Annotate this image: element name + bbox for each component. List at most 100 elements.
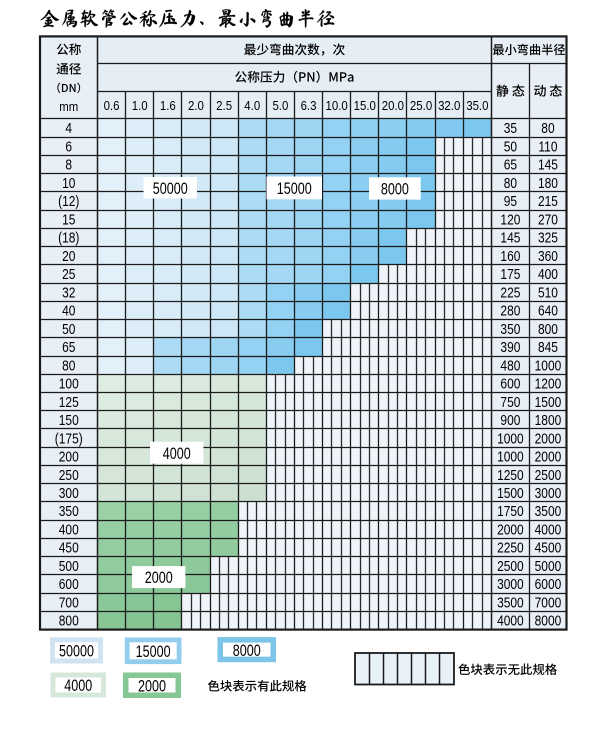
svg-text:2250: 2250 [497, 540, 524, 556]
svg-text:120: 120 [500, 211, 520, 227]
svg-text:350: 350 [59, 503, 79, 519]
svg-text:2000: 2000 [145, 568, 173, 587]
svg-text:1800: 1800 [535, 412, 562, 428]
svg-text:270: 270 [538, 211, 558, 227]
svg-text:2500: 2500 [497, 558, 524, 574]
svg-text:15000: 15000 [136, 642, 171, 661]
svg-text:6.3: 6.3 [301, 98, 317, 113]
svg-text:25.0: 25.0 [410, 98, 432, 113]
svg-text:5.0: 5.0 [272, 98, 288, 113]
svg-text:10: 10 [62, 175, 75, 191]
svg-text:80: 80 [504, 175, 517, 191]
svg-text:500: 500 [59, 558, 79, 574]
svg-text:25: 25 [62, 266, 75, 282]
svg-text:175: 175 [500, 266, 520, 282]
svg-text:200: 200 [59, 448, 79, 464]
svg-text:2000: 2000 [535, 430, 562, 446]
svg-text:250: 250 [59, 467, 79, 483]
svg-text:8: 8 [65, 157, 72, 173]
svg-text:35.0: 35.0 [466, 98, 488, 113]
svg-text:3000: 3000 [497, 576, 524, 592]
svg-text:215: 215 [538, 193, 558, 209]
svg-text:1000: 1000 [535, 357, 562, 373]
svg-text:1250: 1250 [497, 467, 524, 483]
svg-text:mm: mm [59, 99, 78, 114]
svg-text:280: 280 [500, 302, 520, 318]
svg-text:50: 50 [62, 321, 75, 337]
svg-text:600: 600 [59, 576, 79, 592]
svg-text:145: 145 [500, 230, 520, 246]
svg-text:35: 35 [504, 120, 517, 136]
svg-text:8000: 8000 [381, 180, 409, 199]
svg-text:150: 150 [59, 412, 79, 428]
svg-text:510: 510 [538, 284, 558, 300]
svg-text:1500: 1500 [535, 394, 562, 410]
svg-text:1200: 1200 [535, 375, 562, 391]
svg-text:800: 800 [59, 613, 79, 629]
svg-text:1.0: 1.0 [132, 98, 148, 113]
svg-text:4000: 4000 [64, 676, 92, 695]
svg-text:4000: 4000 [163, 444, 191, 463]
svg-text:300: 300 [59, 485, 79, 501]
svg-text:450: 450 [59, 540, 79, 556]
svg-text:50000: 50000 [153, 179, 188, 198]
svg-text:5000: 5000 [535, 558, 562, 574]
svg-text:15: 15 [62, 211, 75, 227]
svg-text:4.0: 4.0 [244, 98, 260, 113]
svg-text:8000: 8000 [233, 641, 261, 660]
svg-text:40: 40 [62, 302, 75, 318]
svg-text:4: 4 [65, 120, 72, 136]
svg-text:15000: 15000 [277, 179, 312, 198]
svg-text:800: 800 [538, 321, 558, 337]
svg-text:2000: 2000 [138, 677, 166, 696]
svg-text:(175): (175) [55, 430, 83, 446]
svg-text:325: 325 [538, 230, 558, 246]
svg-text:65: 65 [504, 157, 517, 173]
svg-text:10.0: 10.0 [326, 98, 348, 113]
svg-text:350: 350 [500, 321, 520, 337]
svg-text:(18): (18) [58, 230, 79, 246]
svg-text:80: 80 [62, 357, 75, 373]
svg-text:110: 110 [538, 138, 557, 154]
svg-text:8000: 8000 [535, 613, 562, 629]
svg-text:15.0: 15.0 [354, 98, 376, 113]
svg-text:900: 900 [500, 412, 520, 428]
svg-text:750: 750 [500, 394, 520, 410]
svg-text:0.6: 0.6 [104, 98, 120, 113]
svg-text:4000: 4000 [497, 613, 524, 629]
svg-text:32: 32 [62, 284, 75, 300]
svg-text:225: 225 [500, 284, 520, 300]
svg-text:20: 20 [62, 248, 75, 264]
svg-text:160: 160 [500, 248, 520, 264]
svg-text:2000: 2000 [535, 448, 562, 464]
svg-text:3500: 3500 [497, 594, 524, 610]
svg-text:400: 400 [538, 266, 558, 282]
svg-text:145: 145 [538, 157, 558, 173]
svg-text:2.5: 2.5 [216, 98, 232, 113]
svg-text:80: 80 [541, 120, 554, 136]
svg-text:50000: 50000 [59, 642, 94, 661]
svg-text:480: 480 [500, 357, 520, 373]
svg-text:700: 700 [59, 594, 79, 610]
svg-text:50: 50 [504, 138, 517, 154]
svg-text:(12): (12) [58, 193, 79, 209]
svg-text:100: 100 [59, 375, 79, 391]
svg-text:2.0: 2.0 [188, 98, 204, 113]
svg-text:2000: 2000 [497, 521, 524, 537]
svg-text:1750: 1750 [497, 503, 524, 519]
svg-text:32.0: 32.0 [438, 98, 460, 113]
svg-text:4500: 4500 [535, 540, 562, 556]
svg-text:400: 400 [59, 521, 79, 537]
svg-text:390: 390 [500, 339, 520, 355]
svg-text:6: 6 [65, 138, 72, 154]
svg-text:1.6: 1.6 [160, 98, 176, 113]
svg-text:6000: 6000 [535, 576, 562, 592]
svg-text:1500: 1500 [497, 485, 524, 501]
svg-text:4000: 4000 [535, 521, 562, 537]
svg-text:1000: 1000 [497, 430, 524, 446]
svg-text:125: 125 [59, 394, 79, 410]
svg-text:640: 640 [538, 302, 558, 318]
svg-text:180: 180 [538, 175, 558, 191]
svg-text:2500: 2500 [535, 467, 562, 483]
svg-text:360: 360 [538, 248, 558, 264]
